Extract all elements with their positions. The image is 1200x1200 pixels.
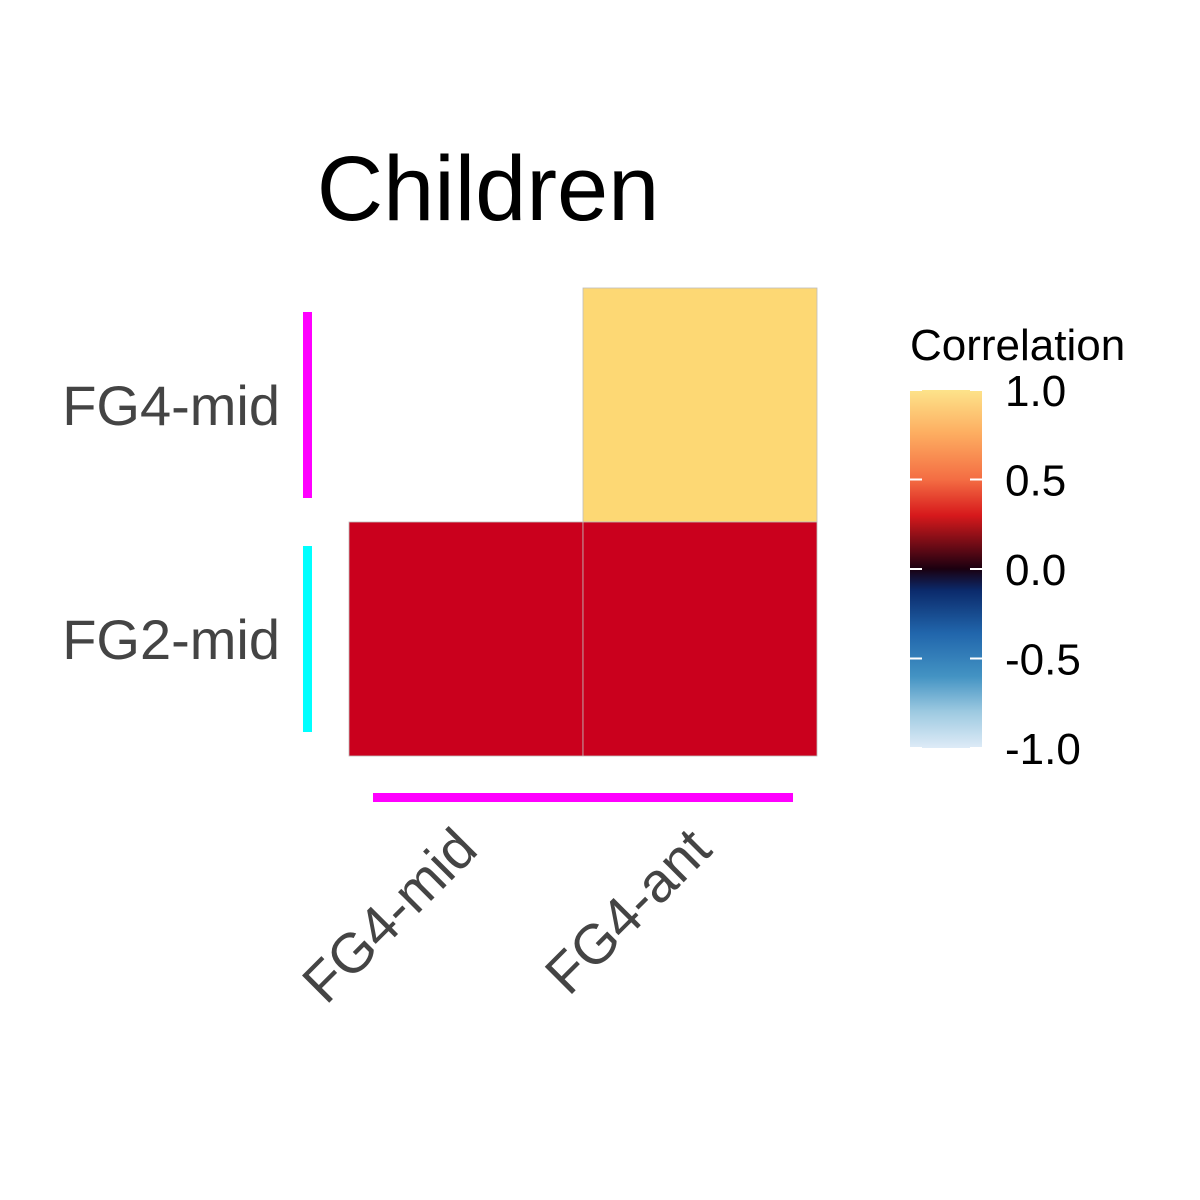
x-tick-label: FG4-ant bbox=[533, 816, 723, 1006]
y-axis-tick-labels: FG4-mid FG2-mid bbox=[62, 374, 280, 671]
y-group-bar bbox=[303, 312, 312, 498]
legend-tick-label: 0.0 bbox=[1005, 546, 1066, 595]
legend-ticks: 1.0 0.5 0.0 -0.5 -1.0 bbox=[910, 367, 1081, 774]
x-tick-label: FG4-mid bbox=[290, 816, 489, 1015]
legend-tick-label: -1.0 bbox=[1005, 725, 1081, 774]
y-group-bar bbox=[303, 546, 312, 732]
x-group-bars bbox=[373, 793, 793, 802]
legend-tick-label: 0.5 bbox=[1005, 457, 1066, 506]
y-tick-label: FG4-mid bbox=[62, 374, 280, 437]
heatmap-cell bbox=[582, 521, 818, 757]
legend-tick-label: 1.0 bbox=[1005, 367, 1066, 416]
y-tick-label: FG2-mid bbox=[62, 608, 280, 671]
y-group-bars bbox=[303, 312, 312, 732]
x-axis-tick-labels: FG4-mid FG4-ant bbox=[290, 816, 723, 1015]
legend-title: Correlation bbox=[910, 321, 1125, 370]
chart-title: Children bbox=[317, 138, 660, 240]
heatmap-cells bbox=[348, 287, 818, 757]
x-group-bar bbox=[373, 793, 793, 802]
heatmap-cell bbox=[582, 287, 818, 523]
color-legend: Correlation 1.0 0.5 0.0 -0.5 -1.0 bbox=[910, 321, 1125, 774]
legend-tick-label: -0.5 bbox=[1005, 636, 1081, 685]
heatmap-cell bbox=[348, 521, 584, 757]
